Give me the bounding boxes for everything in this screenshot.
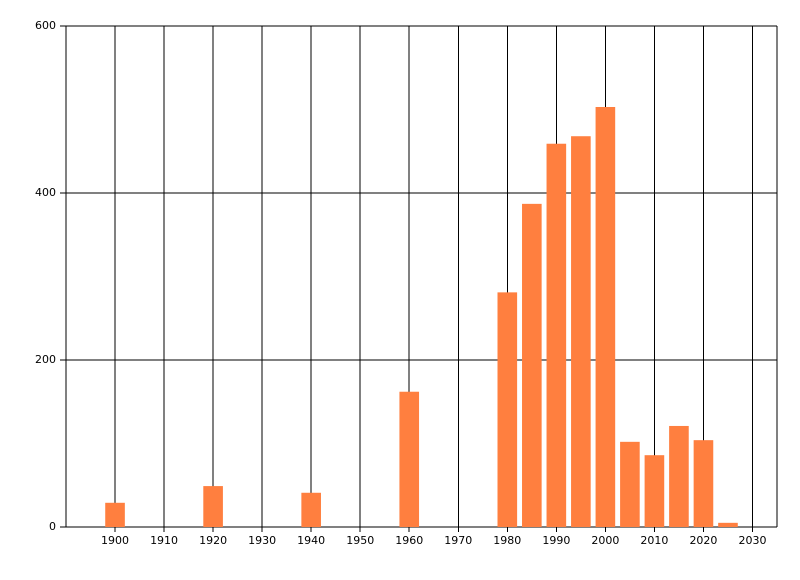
x-tick-label: 1970: [444, 534, 472, 547]
x-tick-label: 2000: [591, 534, 619, 547]
bar: [718, 522, 738, 527]
bar: [399, 391, 420, 527]
x-tick-label: 2030: [738, 534, 766, 547]
bar: [203, 486, 223, 527]
x-tick-label: 2010: [640, 534, 668, 547]
x-tick-label: 1990: [542, 534, 570, 547]
x-tick-label: 2020: [689, 534, 717, 547]
bar: [497, 292, 518, 527]
y-tick-label: 200: [35, 353, 56, 366]
x-tick-label: 1920: [199, 534, 227, 547]
bar: [620, 441, 640, 527]
bar: [522, 203, 542, 528]
x-tick-label: 1950: [346, 534, 374, 547]
bar: [595, 106, 616, 528]
y-tick-label: 400: [35, 186, 56, 199]
bar: [571, 136, 591, 527]
bar: [644, 455, 665, 527]
y-tick-label: 0: [49, 520, 56, 533]
y-tick-label: 600: [35, 19, 56, 32]
bar: [693, 440, 714, 527]
bar: [669, 425, 689, 527]
bar: [105, 502, 125, 527]
x-tick-label: 1960: [395, 534, 423, 547]
x-tick-label: 1980: [493, 534, 521, 547]
x-tick-label: 1900: [101, 534, 129, 547]
x-tick-label: 1930: [248, 534, 276, 547]
bar: [546, 143, 567, 528]
x-tick-label: 1910: [150, 534, 178, 547]
bar: [301, 492, 321, 527]
x-tick-label: 1940: [297, 534, 325, 547]
